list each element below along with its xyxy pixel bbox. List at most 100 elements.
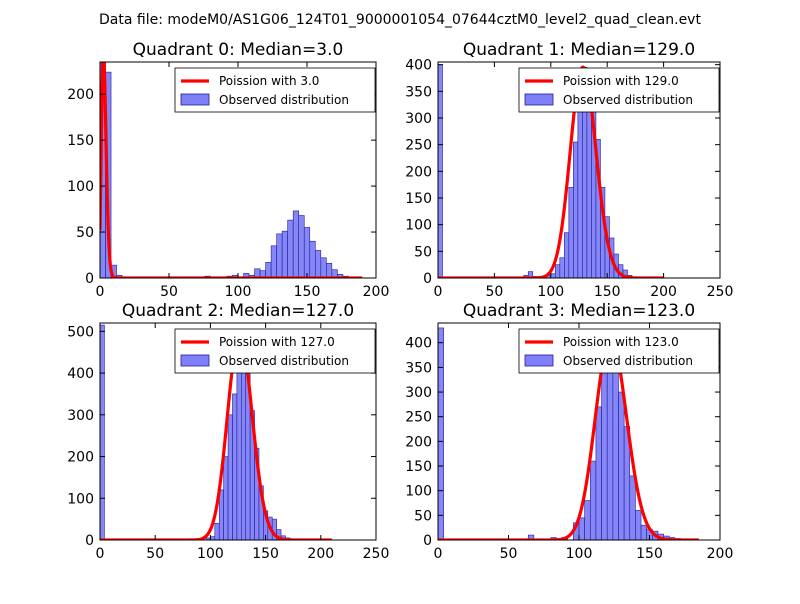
y-tick-label: 400: [67, 366, 94, 382]
histogram-bar: [215, 523, 219, 540]
legend-observed-label: Observed distribution: [563, 354, 693, 368]
chart-title: Quadrant 2: Median=127.0: [122, 301, 354, 321]
legend-bar-swatch: [525, 94, 553, 105]
legend-bar-swatch: [181, 94, 209, 105]
histogram-bar: [555, 265, 560, 278]
y-tick-label: 150: [67, 133, 94, 149]
legend-poisson-label: Poission with 129.0: [563, 74, 679, 88]
histogram-bar: [310, 241, 316, 278]
legend-observed-label: Observed distribution: [219, 354, 349, 368]
histogram-bar: [579, 518, 585, 540]
x-tick-label: 0: [96, 546, 105, 562]
y-tick-label: 100: [405, 218, 432, 234]
histogram-bar: [635, 510, 641, 540]
y-tick-label: 250: [405, 138, 432, 154]
histogram-bar: [551, 274, 556, 278]
y-tick-label: 350: [405, 84, 432, 100]
histogram-bar: [304, 227, 310, 278]
histogram-bar: [315, 250, 321, 278]
y-tick-label: 150: [405, 191, 432, 207]
histogram-bar: [219, 490, 223, 540]
histogram-bar: [299, 215, 305, 278]
histogram-bar: [630, 476, 636, 540]
y-tick-label: 50: [414, 508, 432, 524]
x-tick-label: 150: [594, 284, 621, 300]
y-tick-label: 0: [85, 271, 94, 287]
y-tick-label: 150: [405, 459, 432, 475]
histogram-bar: [224, 457, 228, 540]
legend-observed-label: Observed distribution: [219, 93, 349, 107]
histogram-bar: [326, 263, 332, 278]
x-tick-label: 100: [537, 284, 564, 300]
legend-poisson-label: Poission with 127.0: [219, 335, 335, 349]
histogram-bar: [282, 231, 288, 278]
x-tick-label: 50: [500, 546, 518, 562]
x-tick-label: 200: [650, 284, 677, 300]
histogram-bar: [232, 394, 236, 540]
legend-observed-label: Observed distribution: [563, 93, 693, 107]
x-tick-label: 50: [146, 546, 164, 562]
histogram-bar: [590, 461, 596, 540]
histogram-bar: [266, 262, 272, 278]
legend-poisson-label: Poission with 123.0: [563, 335, 679, 349]
histogram-bar: [288, 220, 294, 278]
x-tick-label: 250: [363, 546, 390, 562]
histogram-bar: [210, 537, 214, 540]
histogram-bar: [569, 187, 574, 278]
histogram-bar: [573, 142, 578, 278]
y-tick-label: 500: [67, 324, 94, 340]
histogram-bar: [277, 234, 283, 278]
y-tick-label: 200: [67, 87, 94, 103]
x-tick-label: 150: [252, 546, 279, 562]
histogram-bar: [271, 246, 277, 278]
x-tick-label: 200: [707, 546, 734, 562]
y-tick-label: 400: [405, 336, 432, 352]
x-tick-label: 250: [707, 284, 734, 300]
histogram-bar: [587, 89, 592, 278]
histogram-bar: [228, 415, 232, 540]
chart-quadrant-2: 0 50 100 150 200 250 0 100 200 300 400 500 Quadrant …: [67, 301, 389, 562]
histogram-bar: [641, 525, 647, 540]
y-tick-label: 50: [76, 225, 94, 241]
y-tick-label: 300: [405, 385, 432, 401]
histogram-bar: [585, 501, 591, 540]
y-tick-label: 0: [423, 271, 432, 287]
y-tick-label: 100: [405, 484, 432, 500]
y-tick-label: 200: [405, 434, 432, 450]
y-tick-label: 0: [85, 533, 94, 549]
y-tick-label: 50: [414, 244, 432, 260]
x-tick-label: 50: [160, 284, 178, 300]
y-tick-label: 300: [405, 111, 432, 127]
x-tick-label: 150: [636, 546, 663, 562]
x-tick-label: 50: [485, 284, 503, 300]
histogram-bar: [560, 258, 565, 278]
x-tick-label: 100: [197, 546, 224, 562]
x-tick-label: 100: [566, 546, 593, 562]
chart-title: Quadrant 3: Median=123.0: [463, 301, 695, 321]
histogram-bar: [438, 328, 444, 540]
legend-bar-swatch: [181, 355, 209, 366]
x-tick-label: 200: [363, 284, 390, 300]
chart-title: Quadrant 0: Median=3.0: [133, 40, 344, 60]
y-tick-label: 100: [67, 491, 94, 507]
legend-bar-swatch: [525, 355, 553, 366]
histogram-bar: [321, 258, 327, 278]
x-tick-label: 200: [307, 546, 334, 562]
histogram-bar: [564, 233, 569, 278]
histogram-bar: [293, 211, 299, 278]
y-tick-label: 300: [67, 408, 94, 424]
y-tick-label: 400: [405, 58, 432, 74]
legend-poisson-label: Poission with 3.0: [219, 74, 319, 88]
x-tick-label: 0: [96, 284, 105, 300]
y-tick-label: 200: [67, 450, 94, 466]
histogram-bar: [618, 392, 624, 540]
histogram-bar: [602, 358, 608, 540]
x-tick-label: 150: [294, 284, 321, 300]
x-tick-label: 100: [225, 284, 252, 300]
y-tick-label: 0: [423, 533, 432, 549]
figure-title: Data file: modeM0/AS1G06_124T01_90000010…: [99, 12, 701, 28]
x-tick-label: 0: [434, 284, 443, 300]
